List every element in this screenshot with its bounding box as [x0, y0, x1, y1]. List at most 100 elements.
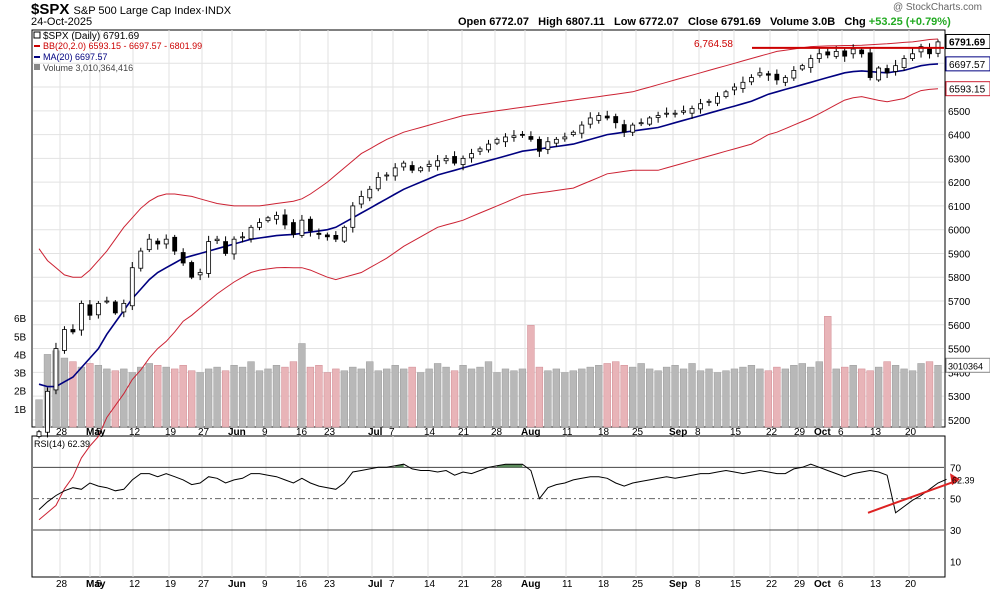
candle-body	[138, 250, 144, 269]
volume-bar	[705, 368, 713, 428]
candle-body	[426, 163, 432, 167]
volume-axis-label: 3B	[14, 369, 27, 380]
date-axis-label: 27	[198, 579, 210, 590]
volume-bar	[323, 372, 332, 428]
candle-body	[511, 135, 517, 138]
index-name: S&P 500 Large Cap Index	[73, 5, 202, 17]
rsi-line	[38, 463, 947, 514]
candle-body	[816, 53, 822, 59]
price-axis-label: 5700	[948, 297, 971, 308]
candle-body	[257, 222, 262, 228]
candle-body	[910, 53, 915, 59]
volume-bar	[442, 366, 450, 428]
candle-body	[214, 238, 220, 242]
volume-bar	[527, 325, 535, 428]
candle-body	[104, 300, 110, 303]
date-axis-label: 5	[96, 579, 102, 590]
date-axis-label: 23	[324, 579, 336, 590]
date-axis-label: 6	[838, 427, 844, 438]
volume-bar	[315, 365, 323, 428]
volume-bar	[781, 368, 789, 428]
candle-body	[774, 73, 780, 81]
candle-body	[62, 329, 67, 351]
candle-body	[274, 215, 279, 220]
rsi-trend-arrowhead	[950, 473, 960, 486]
volume-bar	[696, 370, 705, 428]
candle-body	[129, 267, 135, 307]
candle-body	[401, 162, 407, 168]
volume-tag-value: 3010364	[948, 361, 983, 371]
date-axis-label: 20	[905, 427, 917, 438]
volume-bar	[790, 365, 798, 428]
candle-body	[477, 148, 483, 152]
date-axis-label: 15	[730, 427, 742, 438]
volume-bar	[137, 366, 145, 428]
volume-bar	[400, 368, 408, 428]
date-axis-label: 18	[598, 427, 610, 438]
rsi-panel-frame	[31, 435, 946, 578]
volume-bar	[416, 372, 425, 428]
candle-body	[876, 67, 882, 81]
date-axis-label: 20	[905, 579, 917, 590]
candle-body	[282, 214, 288, 226]
volume-bar	[518, 368, 527, 428]
candle-body	[155, 240, 161, 245]
candle-body	[418, 167, 424, 172]
candle-body	[765, 73, 771, 76]
volume-bar	[450, 370, 459, 428]
candle-body	[375, 176, 381, 190]
candle-body	[231, 238, 237, 255]
date-axis-label: Jun	[228, 579, 246, 590]
bb-upper-line	[38, 38, 939, 278]
candle-body	[265, 217, 271, 222]
price-axis-label: 5200	[948, 416, 971, 427]
candle-body	[206, 241, 212, 274]
candle-body	[435, 160, 441, 167]
volume-bar	[433, 363, 442, 428]
volume-bar	[340, 370, 348, 428]
candle-body	[240, 236, 245, 239]
volume-bar	[891, 365, 900, 428]
exchange: INDX	[204, 5, 232, 17]
date-axis-label: 29	[794, 579, 806, 590]
candle-body	[189, 262, 195, 278]
candle-body	[664, 112, 670, 115]
volume-bar	[832, 368, 840, 428]
volume-bar	[298, 343, 306, 428]
watermark[interactable]: @ StockCharts.com	[892, 2, 982, 13]
low-value: 6772.07	[639, 16, 679, 28]
volume-bar	[366, 361, 374, 428]
axis-labels: 5200 5300 5400 5500 5600 5700 5800 5900 6000 6100…	[14, 33, 990, 590]
date-axis-label: Oct	[814, 427, 831, 438]
candle-body	[367, 188, 373, 199]
candle-body	[893, 65, 898, 72]
price-axis-label: 6400	[948, 131, 971, 142]
date-axis-label: 16	[296, 579, 308, 590]
candle-body	[87, 304, 93, 316]
date-axis-label: 13	[870, 579, 882, 590]
legend-volume-icon	[34, 64, 40, 70]
volume-bar	[637, 363, 645, 428]
candle-body	[545, 141, 551, 150]
candle-body	[833, 50, 839, 57]
volume-bar	[408, 366, 416, 428]
rsi-axis-label: 10	[950, 557, 962, 568]
candle-body	[112, 301, 118, 314]
price-tag-box	[945, 56, 990, 72]
volume-bar	[739, 366, 747, 428]
candle-body	[630, 124, 636, 133]
price-candles	[36, 39, 944, 439]
candle-body	[494, 138, 500, 144]
volume-bar	[569, 370, 577, 428]
volume-bar	[94, 365, 103, 428]
candle-body	[45, 390, 50, 433]
price-axis-label: 5600	[948, 321, 971, 332]
candle-body	[79, 302, 84, 331]
rsi-tag-value: 62.39	[952, 475, 975, 485]
date-axis-label: 19	[165, 579, 177, 590]
volume-bar	[357, 368, 365, 428]
candle-body	[36, 431, 42, 437]
date-axis-label: 28	[56, 579, 68, 590]
date-axis-label: 9	[262, 427, 268, 438]
volume-bar	[510, 370, 518, 428]
